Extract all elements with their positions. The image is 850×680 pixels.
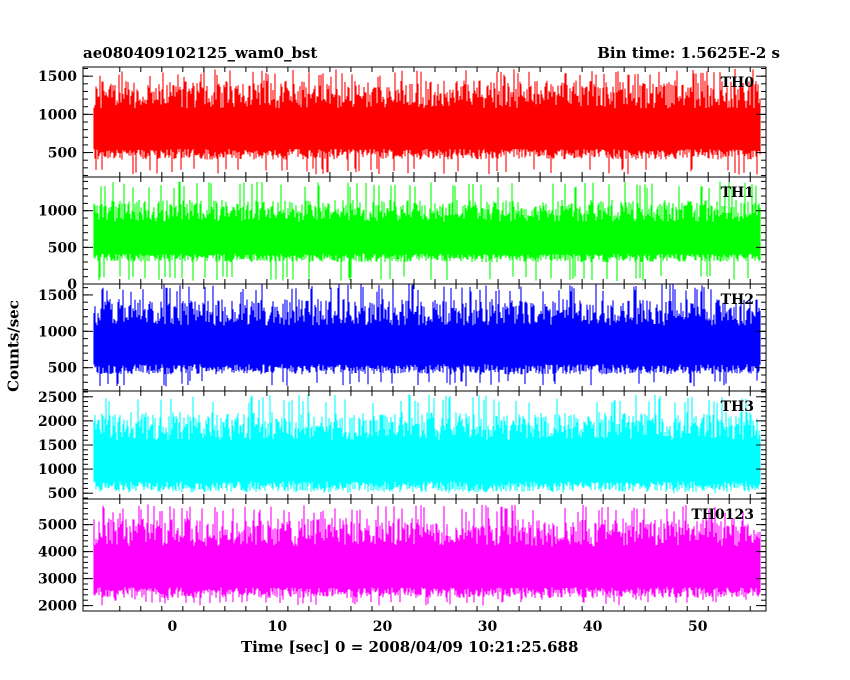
y-tick-label: 1500 xyxy=(38,438,77,454)
x-tick-label: 30 xyxy=(478,619,498,635)
x-axis-label: Time [sec] 0 = 2008/04/09 10:21:25.688 xyxy=(241,638,579,656)
x-tick-label: 40 xyxy=(583,619,603,635)
bin-time-label: Bin time: 1.5625E-2 s xyxy=(597,44,780,62)
series-trace-th1 xyxy=(93,181,761,281)
y-tick-label: 500 xyxy=(48,240,77,256)
x-tick-label: 0 xyxy=(167,619,177,635)
y-tick-label: 1000 xyxy=(38,462,77,478)
y-tick-label: 500 xyxy=(48,146,77,162)
series-trace-th3 xyxy=(93,394,761,494)
series-label-th3: TH3 xyxy=(721,399,754,415)
y-tick-label: 1000 xyxy=(38,324,77,340)
panel-frame-th0123 xyxy=(82,498,767,612)
y-tick-label: 500 xyxy=(48,361,77,377)
y-tick-label: 1000 xyxy=(38,107,77,123)
y-tick-label: 5000 xyxy=(38,518,77,534)
y-tick-label: 3000 xyxy=(38,572,77,588)
chart-title: ae080409102125_wam0_bst xyxy=(83,44,318,62)
x-tick-label: 10 xyxy=(268,619,288,635)
series-label-th0: TH0 xyxy=(721,75,755,91)
y-tick-label: 2500 xyxy=(38,390,77,406)
series-trace-th0123 xyxy=(93,504,761,606)
series-trace-th0 xyxy=(93,68,761,175)
x-tick-label: 50 xyxy=(688,619,708,635)
x-tick-label: 20 xyxy=(373,619,393,635)
y-axis-label: Counts/sec xyxy=(4,300,23,392)
y-tick-label: 0 xyxy=(67,277,77,293)
y-tick-label: 500 xyxy=(48,486,77,502)
series-label-th0123: TH0123 xyxy=(691,507,754,523)
series-label-th1: TH1 xyxy=(721,185,754,201)
series-trace-th2 xyxy=(93,284,761,387)
series-label-th2: TH2 xyxy=(721,292,754,308)
y-tick-label: 1000 xyxy=(38,204,77,220)
y-tick-label: 2000 xyxy=(38,599,77,615)
y-tick-label: 1500 xyxy=(38,69,77,85)
y-tick-label: 4000 xyxy=(38,545,77,561)
y-tick-label: 2000 xyxy=(38,414,77,430)
y-tick-label: 1500 xyxy=(38,288,77,304)
